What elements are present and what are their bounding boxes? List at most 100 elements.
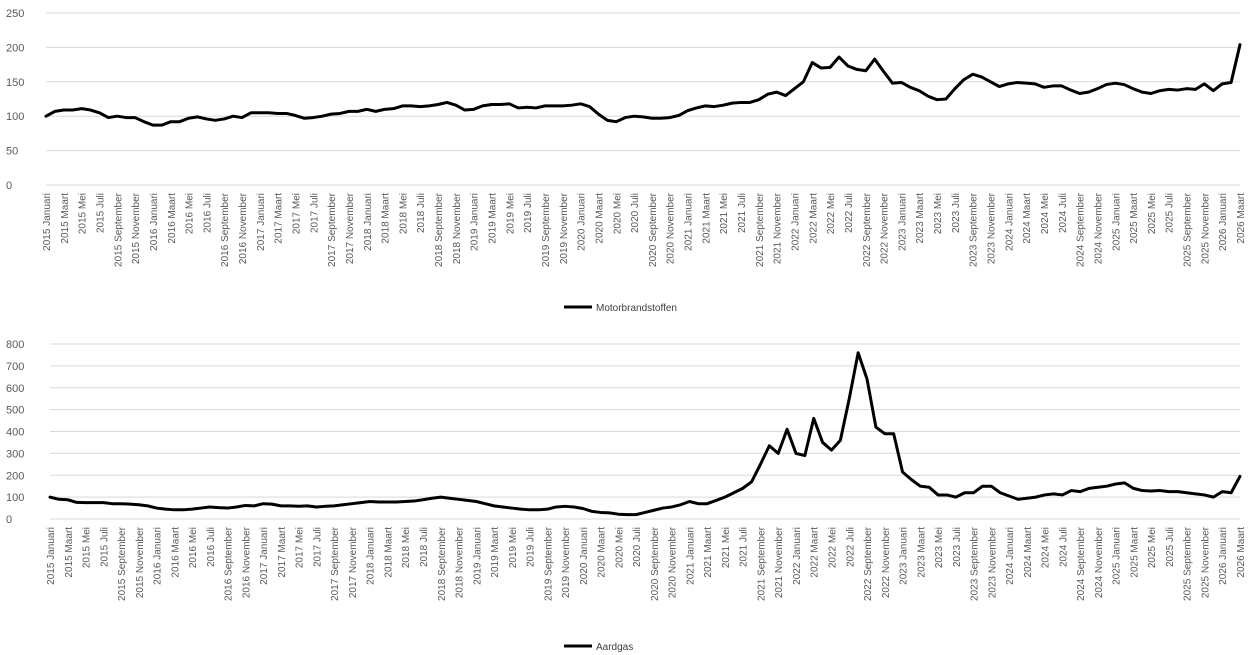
x-tick-label: 2023 September bbox=[969, 192, 980, 267]
x-tick-label: 2023 Mei bbox=[933, 193, 944, 234]
x-tick-label: 2026 Maart bbox=[1236, 193, 1247, 244]
x-tick-label: 2019 Mei bbox=[505, 193, 516, 234]
x-tick-label: 2022 Juli bbox=[844, 193, 855, 233]
x-tick-label: 2017 Mei bbox=[295, 527, 306, 568]
x-tick-label: 2021 November bbox=[774, 526, 785, 598]
x-tick-label: 2018 Maart bbox=[381, 193, 392, 244]
x-tick-label: 2018 Mei bbox=[398, 193, 409, 234]
x-tick-label: 2023 Maart bbox=[915, 193, 926, 244]
x-tick-label: 2019 Januari bbox=[470, 193, 481, 251]
series-line-motorbrandstoffen bbox=[44, 43, 1242, 127]
x-tick-label: 2017 November bbox=[348, 526, 359, 598]
x-tick-label: 2018 November bbox=[455, 526, 466, 598]
x-tick-label: 2016 Mei bbox=[185, 193, 196, 234]
x-tick-label: 2022 Mei bbox=[826, 193, 837, 234]
x-tick-label: 2018 Juli bbox=[419, 527, 430, 567]
legend-label: Aardgas bbox=[596, 642, 633, 653]
x-tick-label: 2024 September bbox=[1076, 192, 1087, 267]
motorbrandstoffen-chart: 0 50 100 150 200 250 Motorbrandstoffen 2015 Jan… bbox=[0, 0, 1248, 322]
x-tick-label: 2015 Januari bbox=[46, 527, 57, 585]
x-tick-label: 2022 Mei bbox=[827, 527, 838, 568]
x-tick-label: 2022 November bbox=[881, 526, 892, 598]
x-tick-label: 2021 Januari bbox=[684, 193, 695, 251]
x-tick-label: 2023 November bbox=[987, 526, 998, 598]
x-tick-label: 2016 Januari bbox=[149, 193, 160, 251]
legend-label: Motorbrandstoffen bbox=[596, 303, 677, 314]
x-tick-label: 2016 September bbox=[224, 526, 235, 601]
x-tick-label: 2025 Mei bbox=[1147, 193, 1158, 234]
x-tick-label: 2016 Juli bbox=[202, 193, 213, 233]
x-tick-label: 2025 Juli bbox=[1165, 527, 1176, 567]
x-tick-label: 2024 Januari bbox=[1005, 527, 1016, 585]
x-tick-label: 2023 November bbox=[987, 192, 998, 264]
y-tick-label: 200 bbox=[6, 42, 24, 54]
x-tick-label: 2017 Juli bbox=[312, 527, 323, 567]
x-tick-label: 2020 September bbox=[650, 526, 661, 601]
x-tick-label: 2023 Januari bbox=[897, 193, 908, 251]
x-tick-label: 2015 Mei bbox=[78, 193, 89, 234]
x-tick-label: 2020 Juli bbox=[630, 193, 641, 233]
x-tick-label: 2021 Mei bbox=[719, 193, 730, 234]
x-tick-label: 2025 Maart bbox=[1129, 193, 1140, 244]
y-tick-label: 100 bbox=[6, 492, 24, 504]
x-tick-label: 2022 Januari bbox=[792, 527, 803, 585]
x-tick-label: 2015 Juli bbox=[99, 527, 110, 567]
x-tick-label: 2025 Juli bbox=[1165, 193, 1176, 233]
x-tick-label: 2023 Januari bbox=[899, 527, 910, 585]
x-tick-label: 2021 November bbox=[773, 192, 784, 264]
y-tick-label: 600 bbox=[6, 383, 24, 395]
x-tick-label: 2024 Mei bbox=[1041, 527, 1052, 568]
x-tick-label: 2021 Juli bbox=[737, 193, 748, 233]
x-tick-label: 2020 Mei bbox=[612, 193, 623, 234]
x-tick-label: 2016 November bbox=[238, 192, 249, 264]
x-tick-label: 2016 Maart bbox=[167, 193, 178, 244]
x-tick-label: 2024 Mei bbox=[1040, 193, 1051, 234]
x-tick-label: 2022 Maart bbox=[810, 527, 821, 578]
x-tick-label: 2022 Maart bbox=[808, 193, 819, 244]
x-tick-label: 2019 Maart bbox=[488, 193, 499, 244]
y-tick-label: 50 bbox=[6, 146, 18, 158]
y-tick-label: 200 bbox=[6, 470, 24, 482]
x-tick-label: 2025 November bbox=[1200, 192, 1211, 264]
x-tick-label: 2025 Januari bbox=[1112, 527, 1123, 585]
x-tick-label: 2025 Maart bbox=[1129, 527, 1140, 578]
x-tick-label: 2024 Maart bbox=[1023, 527, 1034, 578]
x-tick-label: 2022 November bbox=[880, 192, 891, 264]
x-tick-label: 2022 September bbox=[862, 192, 873, 267]
x-tick-label: 2021 Januari bbox=[685, 527, 696, 585]
x-tick-label: 2023 Maart bbox=[916, 527, 927, 578]
x-tick-label: 2020 September bbox=[648, 192, 659, 267]
x-tick-label: 2020 Maart bbox=[597, 527, 608, 578]
legend: Aardgas bbox=[564, 642, 633, 653]
x-tick-label: 2023 Mei bbox=[934, 527, 945, 568]
x-tick-label: 2016 September bbox=[220, 192, 231, 267]
x-tick-label: 2023 Juli bbox=[951, 193, 962, 233]
x-tick-label: 2021 Juli bbox=[739, 527, 750, 567]
x-tick-label: 2016 Maart bbox=[170, 527, 181, 578]
y-tick-label: 250 bbox=[6, 8, 24, 20]
x-tick-label: 2015 November bbox=[131, 192, 142, 264]
y-tick-label: 700 bbox=[6, 361, 24, 373]
x-tick-label: 2018 Januari bbox=[363, 193, 374, 251]
x-tick-label: 2024 Maart bbox=[1022, 193, 1033, 244]
x-tick-label: 2023 Juli bbox=[952, 527, 963, 567]
chart-0-svg: 0 50 100 150 200 250 Motorbrandstoffen 2015 Jan… bbox=[6, 8, 1247, 314]
x-tick-label: 2024 November bbox=[1094, 526, 1105, 598]
x-tick-label: 2024 September bbox=[1076, 526, 1087, 601]
x-tick-label: 2019 September bbox=[541, 192, 552, 267]
x-tick-label: 2018 Mei bbox=[401, 527, 412, 568]
x-tick-label: 2016 Mei bbox=[188, 527, 199, 568]
x-tick-label: 2015 September bbox=[113, 192, 124, 267]
x-tick-label: 2020 November bbox=[668, 526, 679, 598]
x-tick-label: 2015 September bbox=[117, 526, 128, 601]
x-tick-label: 2016 November bbox=[241, 526, 252, 598]
x-tick-label: 2020 Januari bbox=[577, 193, 588, 251]
series-line-aardgas bbox=[48, 351, 1242, 517]
x-tick-label: 2017 Mei bbox=[291, 193, 302, 234]
x-tick-label: 2021 Maart bbox=[701, 193, 712, 244]
x-tick-label: 2019 Juli bbox=[526, 527, 537, 567]
x-tick-label: 2020 Mei bbox=[614, 527, 625, 568]
x-tick-label: 2015 Maart bbox=[60, 193, 71, 244]
x-tick-label: 2019 November bbox=[559, 192, 570, 264]
x-tick-label: 2017 Maart bbox=[277, 527, 288, 578]
